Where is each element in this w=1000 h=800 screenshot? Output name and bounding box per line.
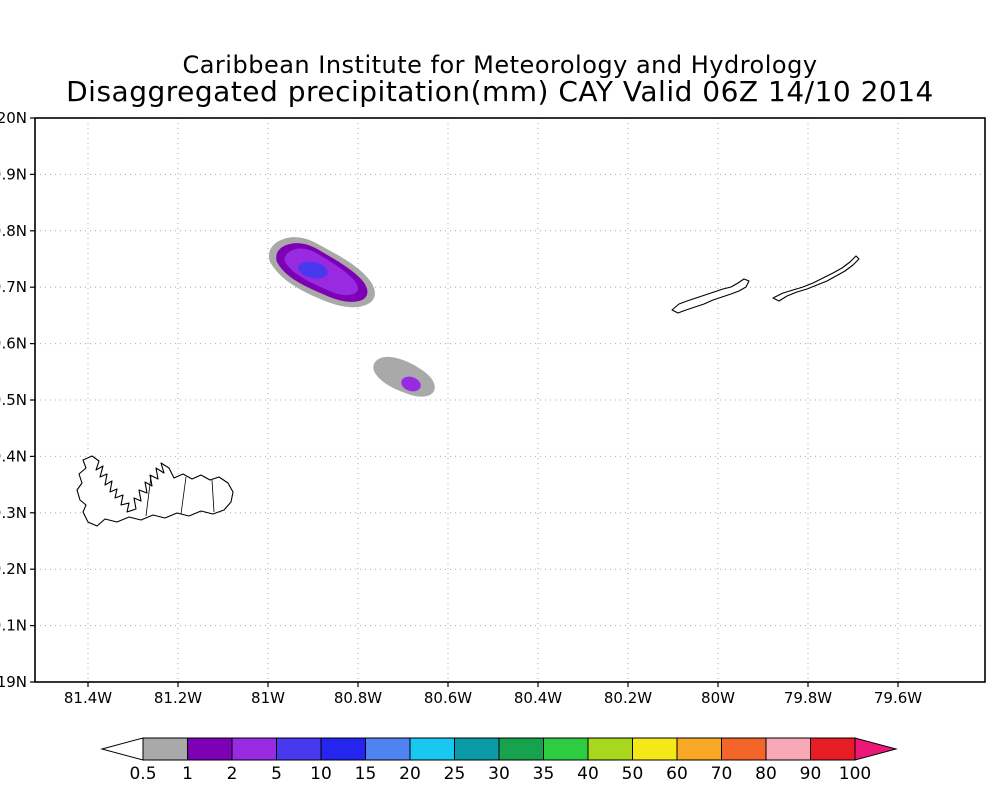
colorbar-legend: 0.5 1 2 5 10 15 20 25 30 35 40 50 60 70 80 90 100 [100, 737, 898, 784]
y-axis: 20N 19.9N 19.8N 19.7N 19.6N 19.5N 19.4N 19.3N 19… [0, 109, 35, 691]
y-axis-tick-label: 19.7N [0, 278, 27, 296]
colorbar-segment [587, 737, 633, 761]
figure-subtitle: Disaggregated precipitation(mm) CAY Vali… [66, 75, 934, 108]
x-axis-tick-label: 80.2W [604, 689, 652, 707]
x-axis-tick-label: 80W [701, 689, 735, 707]
precip-cell-southeast-band-0p5mm [373, 356, 435, 397]
precip-cell-west-band-5mm-core [298, 261, 328, 279]
grid-lines [35, 117, 985, 683]
colorbar-label: 40 [577, 764, 599, 784]
colorbar-overflow-arrow [854, 737, 898, 761]
colorbar-segment [676, 737, 722, 761]
little-cayman-outline [671, 278, 750, 314]
colorbar-segment [142, 737, 188, 761]
colorbar-label: 50 [622, 764, 644, 784]
y-axis-tick-label: 19.8N [0, 222, 27, 240]
x-axis-tick-label: 81.4W [64, 689, 112, 707]
y-axis-tick-label: 19.5N [0, 391, 27, 409]
y-axis-tick-label: 19.3N [0, 504, 27, 522]
precip-cell-southeast-band-2mm-core [401, 376, 421, 392]
colorbar-segment [187, 737, 233, 761]
y-axis-tick-label: 19.1N [0, 617, 27, 635]
precipitation-contours [268, 237, 435, 397]
colorbar-label: 90 [800, 764, 822, 784]
x-axis-tick-label: 80.4W [514, 689, 562, 707]
y-axis-tick-label: 19.2N [0, 560, 27, 578]
colorbar-segment [721, 737, 767, 761]
colorbar-segment [498, 737, 544, 761]
colorbar-label: 35 [533, 764, 555, 784]
colorbar-label: 80 [755, 764, 777, 784]
colorbar-label: 15 [355, 764, 377, 784]
x-axis-tick-label: 80.8W [334, 689, 382, 707]
cayman-brac-outline [772, 255, 860, 302]
x-axis: 81.4W 81.2W 81W 80.8W 80.6W 80.4W 80.2W 80W 79.8… [64, 682, 922, 707]
colorbar-label: 20 [399, 764, 421, 784]
colorbar-label: 2 [227, 764, 238, 784]
colorbar-segment [454, 737, 500, 761]
colorbar-segment [276, 737, 322, 761]
x-axis-tick-label: 80.6W [424, 689, 472, 707]
colorbar-underflow-arrow [100, 737, 144, 761]
y-axis-tick-label: 19.4N [0, 447, 27, 465]
x-axis-tick-label: 81.2W [154, 689, 202, 707]
colorbar-segment [365, 737, 411, 761]
colorbar-segment [320, 737, 366, 761]
colorbar-label: 5 [271, 764, 282, 784]
grand-cayman-district-line [180, 476, 187, 515]
x-axis-tick-label: 79.8W [784, 689, 832, 707]
colorbar-label: 30 [488, 764, 510, 784]
grand-cayman-district-line [211, 479, 215, 513]
coastlines [76, 255, 860, 527]
colorbar-segment [231, 737, 277, 761]
colorbar-label: 10 [310, 764, 332, 784]
x-axis-tick-label: 81W [251, 689, 285, 707]
figure-title: Caribbean Institute for Meteorology and … [182, 51, 817, 79]
colorbar-label: 1 [182, 764, 193, 784]
y-axis-tick-label: 20N [0, 109, 27, 127]
colorbar-label: 100 [839, 764, 871, 784]
x-axis-tick-label: 79.6W [874, 689, 922, 707]
colorbar-label: 70 [711, 764, 733, 784]
grand-cayman-district-line [145, 475, 152, 517]
colorbar-segment [409, 737, 455, 761]
y-axis-tick-label: 19N [0, 673, 27, 691]
colorbar-segment [543, 737, 589, 761]
y-axis-tick-label: 19.9N [0, 165, 27, 183]
grand-cayman-outline [76, 455, 234, 527]
colorbar-label: 0.5 [129, 764, 156, 784]
colorbar-segment [810, 737, 856, 761]
colorbar-label: 60 [666, 764, 688, 784]
y-axis-tick-label: 19.6N [0, 335, 27, 353]
colorbar-segment [632, 737, 678, 761]
colorbar-segment [765, 737, 811, 761]
colorbar-label: 25 [444, 764, 466, 784]
